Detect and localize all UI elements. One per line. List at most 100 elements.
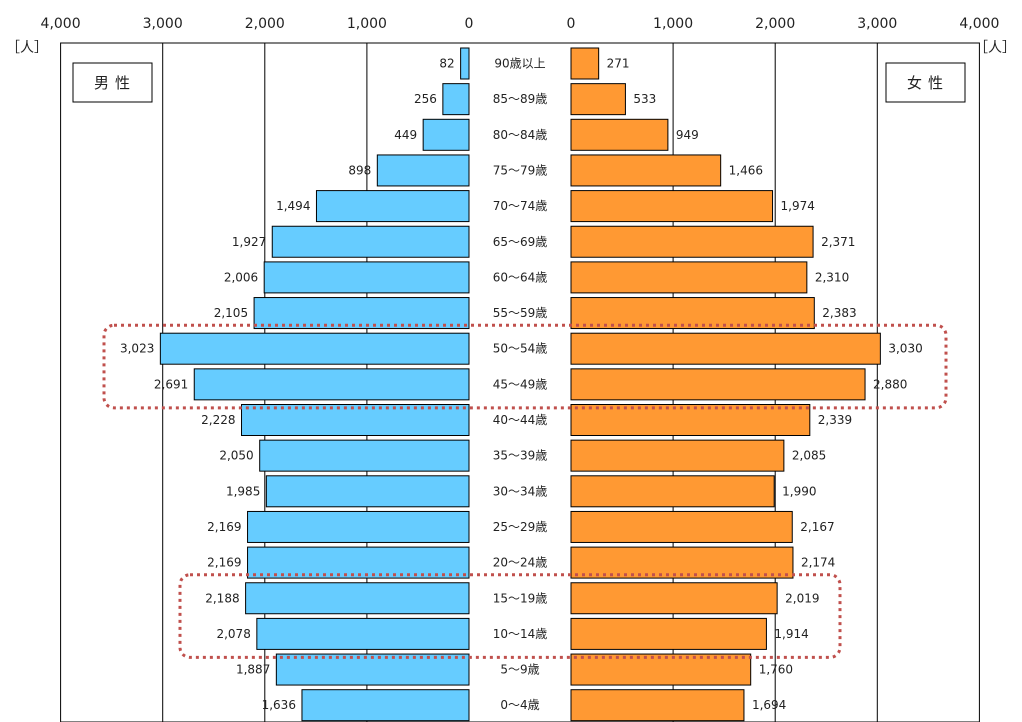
value-label-male: 2,691 [154,377,188,391]
bar-female [570,225,814,258]
gender-box [885,62,966,103]
bar-female [570,404,811,436]
value-label-male: 2,006 [224,270,258,284]
bar-male [259,439,470,472]
bar-male [265,475,470,508]
bar-male [275,653,470,686]
bar-female [570,332,881,365]
bar-male [315,190,470,223]
bar-male [442,83,470,116]
bar-male [422,118,470,151]
value-label-female: 2,174 [801,556,835,570]
bar-male [245,582,470,615]
bar-male [256,617,470,650]
value-label-female: 2,371 [821,235,855,249]
value-label-female: 2,339 [818,413,852,427]
age-group-label: 45～49歳 [493,377,548,391]
x-tick-label-left: 0 [465,16,474,32]
bar-female [570,689,745,722]
age-group-label: 75～79歳 [493,163,548,177]
bar-male [247,510,470,543]
age-group-label: 65～69歳 [493,235,548,249]
x-tick-label-right: 3,000 [857,16,897,32]
age-group-label: 10～14歳 [493,627,548,641]
value-label-female: 949 [676,128,699,142]
value-label-female: 1,914 [774,627,808,641]
age-group-label: 30～34歳 [493,484,548,498]
value-label-female: 2,019 [785,591,819,605]
value-label-female: 2,383 [822,306,856,320]
highlight-boxes [102,323,948,659]
bar-male [247,546,470,579]
x-tick-label-right: 0 [567,16,576,32]
value-label-female: 533 [633,92,656,106]
plot-frame [60,42,980,722]
labels: 90歳以上 82 271 85～89歳 256 533 80～84歳 449 949 75～79歳… [72,57,966,712]
age-group-label: 80～84歳 [493,128,548,142]
value-label-female: 2,310 [815,270,849,284]
value-label-male: 1,636 [262,698,296,712]
bar-male [301,689,470,722]
bar-male [253,297,470,330]
value-label-male: 2,169 [207,556,241,570]
bar-male [376,154,470,187]
bar-female [570,297,815,330]
x-tick-label-right: 2,000 [755,16,795,32]
age-group-label: 20～24歳 [493,556,548,570]
value-label-male: 2,105 [214,306,248,320]
age-group-label: 55～59歳 [493,306,548,320]
x-tick-label-left: 2,000 [245,16,285,32]
x-tick-label-left: 1,000 [347,16,387,32]
bar-male [263,261,470,294]
value-label-male: 449 [394,128,417,142]
bar-female [570,475,775,508]
value-label-male: 3,023 [120,342,154,356]
value-label-male: 2,078 [216,627,250,641]
value-label-male: 256 [414,92,437,106]
bar-female [570,617,767,650]
age-group-label: 15～19歳 [493,591,548,605]
value-label-female: 2,085 [792,449,826,463]
highlight-box [178,573,842,659]
age-group-label: 0～4歳 [500,698,539,712]
bar-female [570,653,752,686]
value-label-male: 2,050 [219,449,253,463]
age-group-label: 85～89歳 [493,92,548,106]
x-tick-label-left: 4,000 [41,16,81,32]
value-label-male: 1,494 [276,199,310,213]
value-label-female: 1,694 [752,698,786,712]
age-group-label: 40～44歳 [493,413,548,427]
value-label-male: 2,228 [201,413,235,427]
value-label-female: 1,760 [759,663,793,677]
value-label-female: 1,990 [782,484,816,498]
highlight-box [102,323,948,410]
age-group-label: 5～9歳 [500,663,539,677]
value-label-male: 1,887 [236,663,270,677]
value-label-male: 1,985 [226,484,260,498]
unit-label-right: ［人］ [974,40,1016,56]
gender-box [72,62,153,103]
value-label-female: 271 [607,57,630,71]
age-group-label: 25～29歳 [493,520,548,534]
bar-female [570,546,794,579]
gender-label: 女性 [907,74,949,92]
bar-female [570,154,722,187]
bar-female [570,261,808,294]
age-group-label: 70～74歳 [493,199,548,213]
bar-male [193,368,470,401]
bar-female [570,47,600,80]
bar-male [241,404,470,436]
bar-female [570,439,785,472]
bar-male [159,332,470,365]
bar-female [570,118,669,151]
value-label-male: 2,169 [207,520,241,534]
bar-female [570,368,866,401]
value-label-female: 1,466 [729,163,763,177]
bar-male [460,47,470,80]
age-group-label: 90歳以上 [494,57,545,71]
bar-female [570,510,793,543]
value-label-female: 1,974 [781,199,815,213]
bar-male [271,225,470,258]
age-group-label: 60～64歳 [493,270,548,284]
